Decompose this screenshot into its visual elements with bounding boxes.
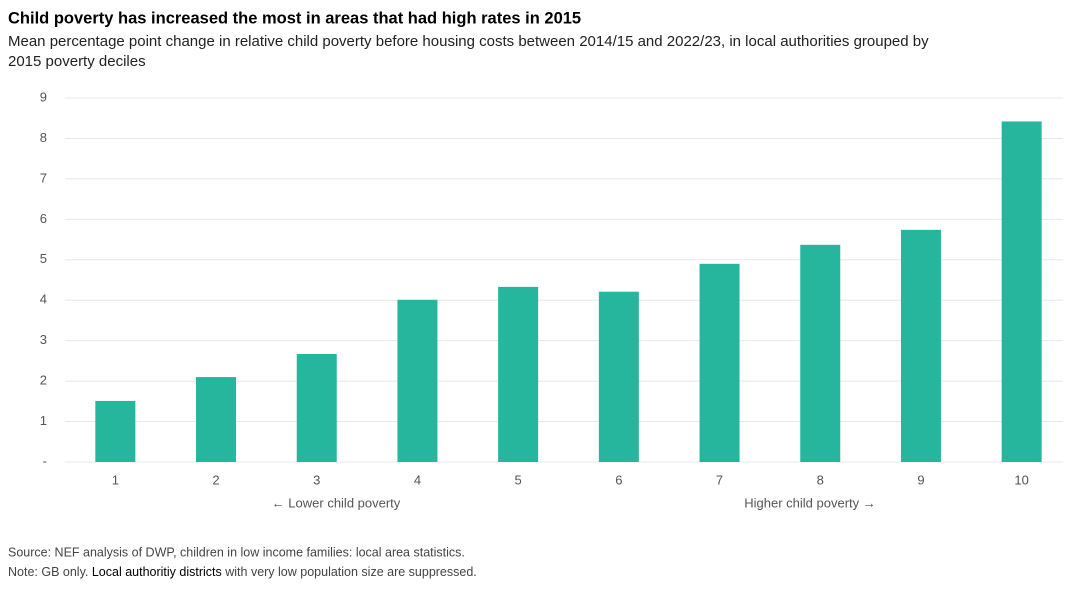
bar bbox=[95, 400, 136, 462]
x-tick-label: 9 bbox=[917, 472, 924, 487]
y-tick-label: 5 bbox=[40, 251, 47, 266]
x-tick-label: 2 bbox=[212, 472, 219, 487]
y-tick-label: 3 bbox=[40, 332, 47, 347]
bar bbox=[196, 377, 237, 462]
bar bbox=[598, 291, 639, 462]
y-tick-label: 9 bbox=[40, 89, 47, 104]
x-tick-label: 10 bbox=[1014, 472, 1028, 487]
bar bbox=[900, 229, 941, 462]
note-text: with very low population size are suppre… bbox=[222, 565, 477, 579]
source: Source: NEF analysis of DWP, children in… bbox=[8, 545, 465, 559]
y-tick-label: 2 bbox=[40, 373, 47, 388]
x-tick-label: 8 bbox=[817, 472, 824, 487]
y-tick-label: 4 bbox=[40, 292, 47, 307]
x-tick-label: 7 bbox=[716, 472, 723, 487]
x-tick-label: 1 bbox=[112, 472, 119, 487]
bar bbox=[498, 286, 539, 462]
x-tick-label: 3 bbox=[313, 472, 320, 487]
chart-title: Child poverty has increased the most in … bbox=[8, 9, 581, 27]
bar bbox=[699, 263, 740, 462]
note-text: Note: GB only. bbox=[8, 565, 92, 579]
chart-subtitle: Mean percentage point change in relative… bbox=[8, 33, 929, 50]
x-tick-label: 4 bbox=[414, 472, 421, 487]
bar bbox=[800, 244, 841, 462]
y-tick-label: 6 bbox=[40, 211, 47, 226]
x-tick-label: 5 bbox=[515, 472, 522, 487]
y-tick-label: - bbox=[43, 453, 47, 468]
y-tick-label: 7 bbox=[40, 170, 47, 185]
annotation: ← Lower child poverty bbox=[272, 495, 401, 510]
note: Note: GB only. Local authoritiy district… bbox=[8, 565, 477, 579]
note-link[interactable]: Local authoritiy districts bbox=[92, 565, 222, 579]
y-tick-label: 1 bbox=[40, 413, 47, 428]
y-tick-label: 8 bbox=[40, 130, 47, 145]
chart-subtitle: 2015 poverty deciles bbox=[8, 53, 146, 70]
bar bbox=[397, 299, 438, 462]
bar bbox=[296, 354, 337, 462]
x-tick-label: 6 bbox=[615, 472, 622, 487]
annotation: Higher child poverty → bbox=[744, 495, 876, 510]
bar bbox=[1001, 121, 1042, 463]
